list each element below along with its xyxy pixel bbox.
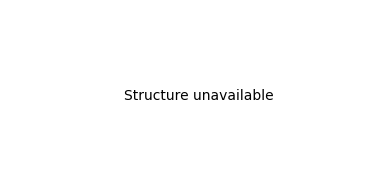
Text: Structure unavailable: Structure unavailable (124, 89, 274, 103)
